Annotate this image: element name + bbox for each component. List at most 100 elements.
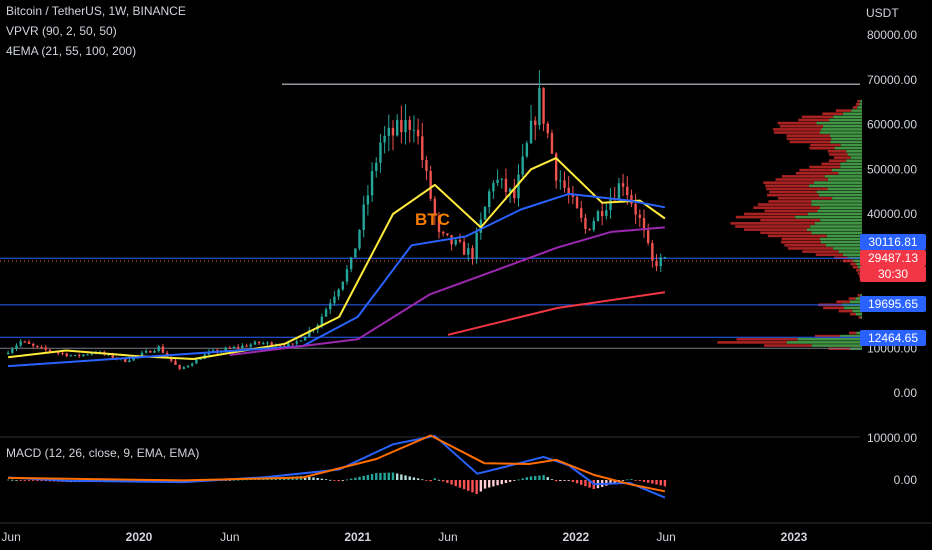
candle-body (408, 119, 411, 130)
vpvr-bar-buy (846, 159, 862, 163)
vpvr-bar-buy (816, 121, 862, 125)
macd-histogram-bar (651, 480, 654, 484)
btc-annotation[interactable]: BTC (415, 210, 450, 229)
vpvr-bar-sell (828, 159, 847, 163)
vpvr-bar-sell (859, 275, 861, 278)
vpvr-bar-sell (838, 309, 853, 313)
vpvr-bar-buy (811, 203, 862, 206)
time-tick-label: Jun (656, 530, 675, 544)
macd-histogram-bar (416, 478, 420, 480)
price-tick-label: 70000.00 (867, 73, 917, 87)
macd-histogram-bar (529, 476, 533, 480)
macd-histogram-bar (358, 476, 361, 480)
vpvr-bar-sell (760, 218, 821, 222)
vpvr-bar-buy (856, 331, 862, 335)
candle-body (441, 231, 445, 234)
macd-histogram-bar (504, 480, 508, 484)
vpvr-bar-buy (838, 250, 862, 253)
candle-body (617, 183, 621, 201)
macd-histogram-bar (659, 480, 662, 486)
vpvr-bar-sell (802, 250, 839, 253)
time-tick-label: 2023 (781, 530, 808, 544)
candle-body (638, 214, 642, 218)
volume-profile (717, 99, 862, 350)
vpvr-bar-sell (801, 115, 834, 119)
symbol-title[interactable]: Bitcoin / TetherUS, 1W, BINANCE (6, 4, 186, 18)
macd-histogram-bar (408, 476, 411, 480)
price-tag-level3: 12464.65 (860, 330, 926, 346)
vpvr-bar-buy (797, 337, 862, 341)
candle-body (174, 360, 177, 365)
macd-histogram-bar (32, 480, 35, 481)
macd-histogram-bar (634, 480, 637, 481)
candle-body (542, 87, 545, 124)
vpvr-bar-buy (827, 187, 862, 191)
candle-body (504, 178, 508, 192)
vpvr-bar-sell (857, 294, 861, 297)
candle-body (224, 347, 227, 351)
vpvr-bar-sell (809, 146, 835, 150)
macd-histogram-bar (404, 475, 407, 480)
vpvr-bar-buy (816, 190, 862, 194)
vpvr-bar-buy (856, 262, 862, 266)
candle-body (651, 242, 654, 261)
macd-histogram-bar (567, 480, 570, 481)
vpvr-bar-sell (763, 181, 815, 184)
vpvr-bar-buy (807, 212, 862, 216)
candle-body (483, 207, 487, 220)
vpvr-bar-sell (798, 118, 830, 122)
candle-body (580, 208, 583, 218)
candle-body (157, 346, 160, 352)
vpvr-bar-sell (787, 247, 834, 250)
macd-histogram-bar (609, 480, 612, 485)
candle-body (529, 120, 533, 144)
vpvr-bar-buy (820, 240, 862, 244)
macd-histogram-bar (383, 472, 386, 480)
macd-histogram-bar (15, 479, 18, 481)
vpvr-bar-sell (735, 225, 811, 228)
macd-histogram-bar (626, 479, 629, 481)
candle-body (621, 183, 625, 187)
macd-histogram-bar (642, 480, 646, 482)
macd-legend[interactable]: MACD (12, 26, close, 9, EMA, EMA) (6, 446, 200, 460)
candle-body (534, 120, 537, 126)
vpvr-bar-buy (825, 243, 862, 247)
candle-body (324, 309, 328, 317)
candle-body (73, 354, 77, 356)
candle-body (65, 353, 68, 357)
macd-histogram-bar (613, 480, 616, 484)
vpvr-bar-sell (736, 337, 798, 341)
vpvr-bar-buy (830, 140, 862, 144)
candle-body (287, 343, 290, 347)
candle-body (421, 136, 424, 161)
vpvr-bar-sell (850, 262, 857, 266)
time-axis[interactable]: Jun 2020 Jun 2021 Jun 2022 Jun 2023 (1, 530, 807, 544)
macd-histogram-bar (429, 480, 432, 482)
vpvr-bar-buy (819, 237, 862, 241)
vpvr-bar-buy (840, 165, 862, 169)
vpvr-bar-sell (815, 334, 841, 338)
candle-body (400, 120, 403, 133)
vpvr-bar-sell (735, 215, 796, 219)
vpvr-bar-sell (857, 272, 861, 275)
vpvr-legend[interactable]: VPVR (90, 2, 50, 50) (6, 24, 117, 38)
candle-body (124, 358, 127, 363)
candle-body (383, 135, 386, 143)
vpvr-bar-buy (810, 225, 862, 228)
vpvr-bar-buy (843, 253, 862, 257)
candle-body (40, 347, 43, 349)
vpvr-bar-sell (767, 234, 827, 238)
macd-histogram-bar (554, 480, 558, 482)
macd-histogram-bar (571, 480, 575, 482)
candle-body (508, 188, 512, 192)
ema-legend[interactable]: 4EMA (21, 55, 100, 200) (6, 44, 137, 58)
vpvr-bar-sell (772, 128, 822, 131)
vpvr-bar-sell (835, 109, 852, 112)
candle-body (437, 215, 441, 232)
vpvr-bar-sell (784, 243, 826, 247)
vpvr-bar-buy (855, 312, 862, 316)
macd-histogram-bar (324, 479, 328, 481)
candle-body (6, 352, 10, 355)
candle-body (609, 198, 612, 211)
